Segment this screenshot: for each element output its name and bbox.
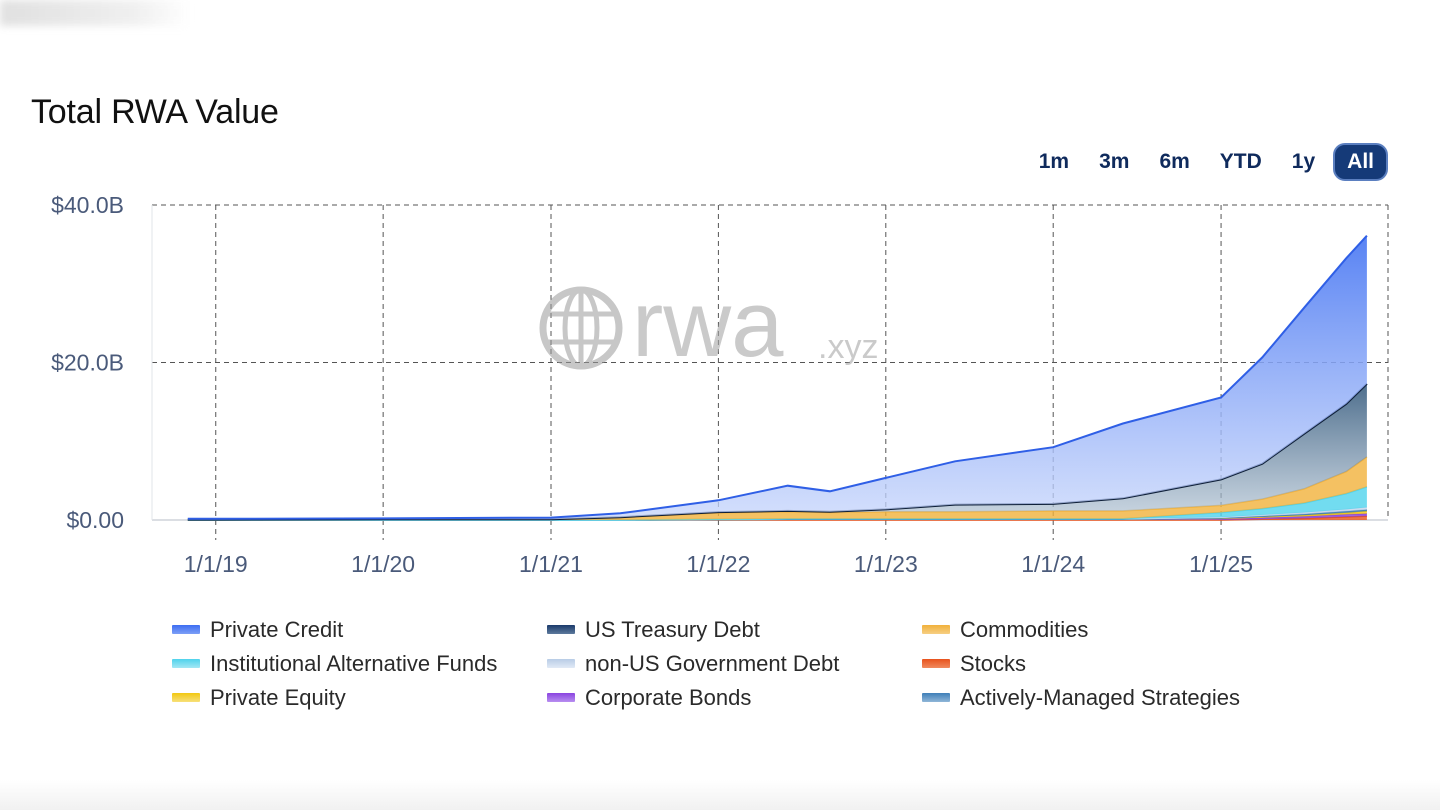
range-button-1m[interactable]: 1m: [1027, 144, 1081, 180]
legend-item-actively-managed-strategies[interactable]: Actively-Managed Strategies: [922, 685, 1252, 710]
range-button-all[interactable]: All: [1333, 143, 1388, 181]
range-button-1y[interactable]: 1y: [1280, 144, 1327, 180]
x-tick-label: 1/1/19: [184, 551, 248, 577]
legend-item-commodities[interactable]: Commodities: [922, 617, 1252, 642]
legend-item-stocks[interactable]: Stocks: [922, 651, 1252, 676]
legend-label: Corporate Bonds: [585, 684, 752, 710]
blurred-footer: [0, 780, 1440, 810]
legend-label: US Treasury Debt: [585, 616, 760, 642]
legend-item-non-us-government-debt[interactable]: non-US Government Debt: [547, 651, 922, 676]
watermark-suffix: .xyz: [818, 328, 878, 366]
legend-swatch: [172, 693, 200, 702]
range-button-ytd[interactable]: YTD: [1208, 144, 1274, 180]
legend-swatch: [172, 625, 200, 634]
range-button-6m[interactable]: 6m: [1147, 144, 1201, 180]
stacked-areas: [187, 235, 1368, 521]
legend-swatch: [922, 659, 950, 668]
area-corporate-bonds: [187, 513, 1367, 520]
x-axis: 1/1/19 1/1/20 1/1/21 1/1/22 1/1/23 1/1/24 1/1/…: [184, 551, 1253, 577]
legend-label: Private Equity: [210, 684, 346, 710]
globe-icon: [539, 286, 623, 370]
legend-swatch: [547, 693, 575, 702]
x-tick-label: 1/1/25: [1189, 551, 1253, 577]
legend-swatch: [172, 659, 200, 668]
x-tick-label: 1/1/24: [1021, 551, 1085, 577]
legend-item-institutional-alternative-funds[interactable]: Institutional Alternative Funds: [172, 651, 547, 676]
legend-label: Stocks: [960, 650, 1027, 676]
x-tick-label: 1/1/20: [351, 551, 415, 577]
legend-label: Institutional Alternative Funds: [210, 650, 498, 676]
y-tick-label: $0.00: [66, 507, 124, 533]
y-tick-label: $40.0B: [51, 192, 124, 218]
legend-item-us-treasury-debt[interactable]: US Treasury Debt: [547, 617, 922, 642]
rwa-xyz-watermark: rwa .xyz: [539, 271, 878, 376]
legend-swatch: [922, 625, 950, 634]
legend-item-private-equity[interactable]: Private Equity: [172, 685, 547, 710]
range-button-3m[interactable]: 3m: [1087, 144, 1141, 180]
legend-swatch: [547, 659, 575, 668]
legend-label: non-US Government Debt: [585, 650, 840, 676]
page-title: Total RWA Value: [31, 92, 279, 131]
y-axis: $0.00 $20.0B $40.0B: [51, 192, 124, 533]
x-tick-label: 1/1/22: [686, 551, 750, 577]
legend-swatch: [547, 625, 575, 634]
legend-label: Commodities: [960, 616, 1089, 642]
x-tick-label: 1/1/21: [519, 551, 583, 577]
range-selector: 1m 3m 6m YTD 1y All: [1027, 143, 1388, 181]
area-private-credit: [187, 235, 1367, 520]
watermark-brand: rwa: [632, 271, 784, 376]
x-tick-label: 1/1/23: [854, 551, 918, 577]
legend-item-private-credit[interactable]: Private Credit: [172, 617, 547, 642]
legend-item-corporate-bonds[interactable]: Corporate Bonds: [547, 685, 922, 710]
rwa-area-chart: $0.00$20.0B$40.0B 1/1/19 1/1/20 1/1/21 1/1/…: [51, 192, 1389, 577]
legend-label: Private Credit: [210, 616, 344, 642]
y-tick-label: $20.0B: [51, 350, 124, 376]
legend-swatch: [922, 693, 950, 702]
line-private-credit: [187, 235, 1368, 520]
blurred-header-text: [0, 0, 190, 26]
legend-label: Actively-Managed Strategies: [960, 684, 1241, 710]
chart-legend: Private Credit US Treasury Debt Commodit…: [172, 617, 1252, 710]
